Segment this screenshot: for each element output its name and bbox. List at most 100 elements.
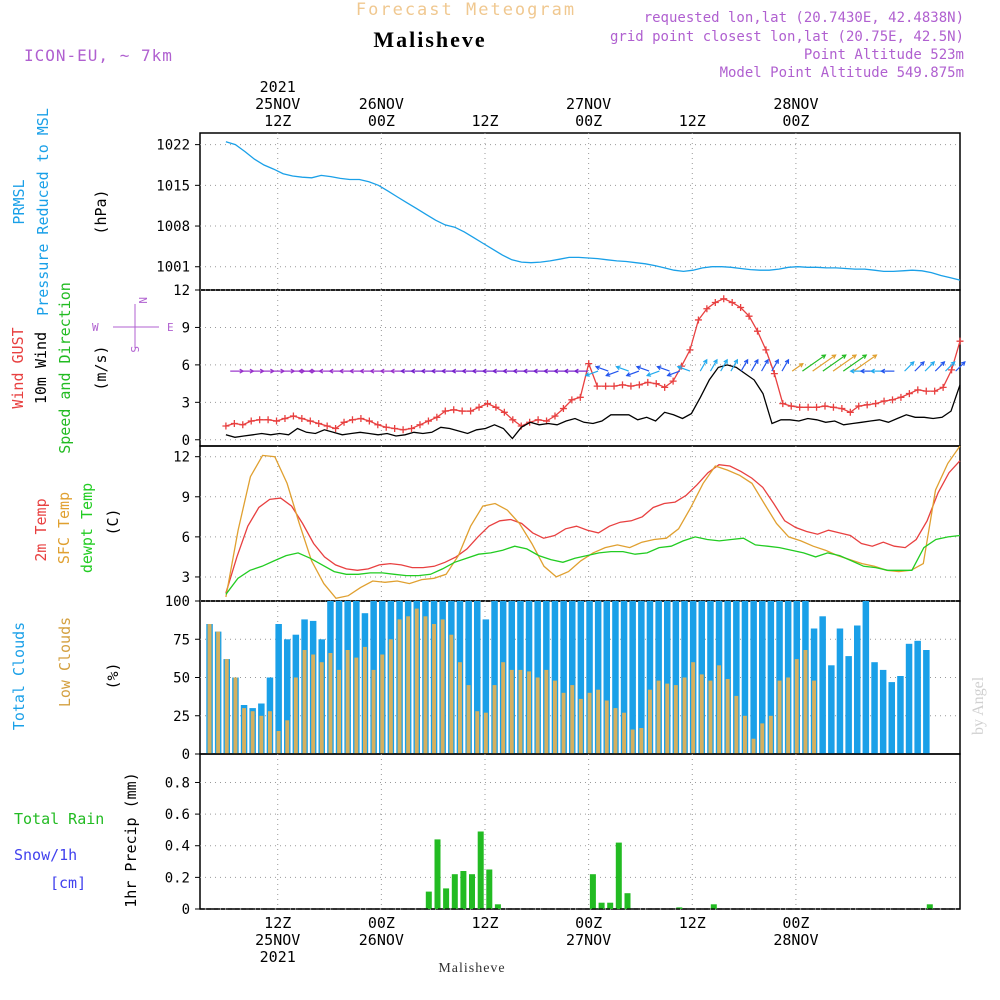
clouds-bar [604, 700, 609, 754]
gust-point [559, 405, 567, 413]
clouds-bar [345, 650, 350, 754]
clouds-bar [371, 669, 376, 754]
wind-dir-arrow [791, 362, 804, 372]
time-label: 00Z [368, 112, 395, 130]
wind-ytick-label: 9 [182, 320, 190, 336]
wind-dir-arrow [605, 370, 619, 377]
wind-dir-arrow [709, 358, 718, 372]
wind-arrow-head [940, 361, 946, 366]
gust-point [323, 422, 331, 430]
gust-point [298, 415, 306, 423]
temperature-ytick-label: 9 [182, 490, 190, 506]
clouds-bar [535, 677, 540, 754]
panel-precip: 0 0.2 0.4 0.6 0.8 [165, 753, 961, 918]
clouds-bar [828, 665, 835, 754]
wind-arrow-head [960, 361, 966, 366]
clouds-bar [551, 601, 559, 754]
requested-coords: requested lon,lat (20.7430E, 42.4838N) [644, 10, 964, 26]
low-clouds-label: Low Clouds [56, 617, 74, 707]
clouds-bar [527, 671, 531, 754]
clouds-bar [819, 616, 826, 754]
gust-point [635, 381, 643, 389]
clouds-bar [560, 601, 567, 754]
gust-point [627, 382, 635, 390]
wind-arrow-head [849, 368, 855, 374]
clouds-bar [483, 712, 488, 754]
precip-bar [676, 907, 683, 909]
clouds-bar [656, 680, 661, 754]
gust-point [483, 400, 491, 408]
wind-arrow-head [502, 368, 508, 374]
gust-point [551, 412, 559, 420]
wind-unit: (m/s) [92, 345, 110, 390]
temperature-series-dewpt-temp [225, 534, 961, 595]
precip-ytick-label: 0 [182, 902, 190, 918]
gust-point [787, 402, 795, 410]
clouds-bar [923, 650, 930, 754]
wind-dir-arrow [822, 354, 847, 372]
wind-arrow-head [563, 368, 569, 374]
pressure-label-desc: Pressure Reduced to MSL [34, 108, 52, 316]
gust-point [745, 312, 753, 320]
gust-point [863, 401, 871, 409]
wind-arrow-shaft [812, 354, 836, 372]
wind-dir-arrow [666, 370, 681, 377]
clouds-bar [224, 659, 229, 754]
model-label: ICON-EU, ~ 7km [24, 46, 173, 65]
gust-point [332, 425, 340, 433]
gust-point [762, 346, 770, 354]
clouds-bar [786, 677, 791, 754]
clouds-bar [682, 677, 687, 754]
wind-arrow-shaft [720, 359, 728, 372]
wind-arrow-head [450, 368, 457, 374]
wind-arrow-shaft [771, 359, 779, 372]
gust-point [281, 415, 289, 423]
wind-labels: Wind GUST 10m Wind Speed and Direction (… [9, 282, 174, 454]
clouds-bar [767, 601, 775, 754]
clouds-ytick-label: 75 [173, 632, 190, 648]
clouds-bar [665, 683, 670, 754]
wind-arrow-head [553, 368, 559, 374]
wind-arrow-shaft [730, 359, 738, 372]
clouds-bar [501, 662, 506, 754]
clouds-bar [620, 601, 628, 754]
gust-point [365, 417, 373, 425]
compass-e: E [167, 321, 174, 334]
wind-arrow-head [723, 358, 728, 364]
wind-arrow-head [348, 368, 354, 374]
wind-arrow-head [880, 368, 886, 374]
clouds-bar [233, 677, 238, 754]
gust-point [391, 425, 399, 433]
location-title: Malisheve [373, 27, 486, 52]
clouds-bar [594, 601, 602, 754]
gust-point [872, 400, 880, 408]
gust-point [509, 416, 517, 424]
gust-point [821, 402, 829, 410]
clouds-bar [406, 616, 411, 754]
wind-arrow-head [869, 368, 875, 374]
gust-point [880, 397, 888, 405]
wind-arrow-shaft [646, 370, 660, 377]
gust-point [922, 387, 930, 395]
wind-arrow-shaft [832, 354, 857, 372]
clouds-bar [622, 712, 626, 754]
pressure-label-prmsl: PRMSL [10, 179, 28, 224]
gust-point [888, 396, 896, 404]
precip-bar [443, 888, 450, 909]
wind-arrow-shaft [709, 359, 718, 372]
dewpt-label: dewpt Temp [78, 483, 96, 573]
pressure-ytick-label: 1001 [156, 260, 190, 276]
clouds-bar [216, 631, 221, 754]
gust-point [846, 408, 854, 416]
clouds-bar [250, 711, 255, 754]
clouds-bar [465, 601, 472, 754]
wind-dir-arrow [934, 361, 946, 372]
wind-dir-arrow [730, 358, 739, 372]
clouds-bar [888, 682, 895, 754]
gust-point [652, 380, 660, 388]
wind-arrow-head [532, 368, 538, 374]
snow-label: Snow/1h [14, 846, 77, 864]
clouds-bar [354, 657, 359, 754]
clouds-bar [586, 601, 593, 754]
wind-arrow-shaft [904, 361, 915, 372]
